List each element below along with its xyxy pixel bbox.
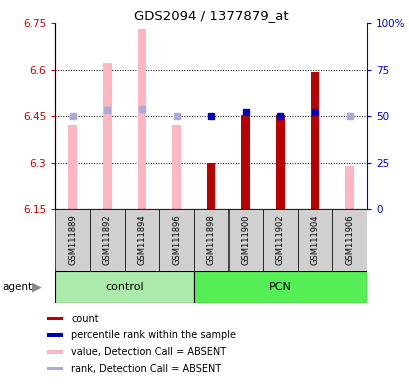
Text: GSM111892: GSM111892 xyxy=(103,215,112,265)
Bar xyxy=(228,209,262,271)
Bar xyxy=(47,367,63,370)
Text: PCN: PCN xyxy=(268,282,291,292)
Bar xyxy=(55,271,193,303)
Bar xyxy=(103,63,111,209)
Bar xyxy=(263,209,297,271)
Text: GSM111902: GSM111902 xyxy=(275,215,284,265)
Text: control: control xyxy=(105,282,144,292)
Text: GSM111906: GSM111906 xyxy=(344,215,353,265)
Bar xyxy=(275,114,284,209)
Bar xyxy=(332,209,366,271)
Bar xyxy=(47,333,63,337)
Bar xyxy=(68,126,77,209)
Bar xyxy=(172,126,180,209)
Text: GSM111898: GSM111898 xyxy=(206,215,215,265)
Text: value, Detection Call = ABSENT: value, Detection Call = ABSENT xyxy=(71,347,226,357)
Bar xyxy=(310,72,319,209)
Bar xyxy=(47,317,63,320)
Text: GSM111894: GSM111894 xyxy=(137,215,146,265)
Text: ▶: ▶ xyxy=(32,281,42,293)
Text: GSM111896: GSM111896 xyxy=(172,215,181,265)
Text: percentile rank within the sample: percentile rank within the sample xyxy=(71,330,236,340)
Bar xyxy=(90,209,124,271)
Bar xyxy=(193,271,366,303)
Text: GSM111889: GSM111889 xyxy=(68,215,77,265)
Bar xyxy=(159,209,193,271)
Bar xyxy=(344,166,353,209)
Bar xyxy=(241,114,249,209)
Bar xyxy=(55,209,90,271)
Bar xyxy=(193,209,228,271)
Text: GSM111904: GSM111904 xyxy=(310,215,319,265)
Text: count: count xyxy=(71,314,99,324)
Bar xyxy=(137,29,146,209)
Text: GSM111900: GSM111900 xyxy=(240,215,249,265)
Bar xyxy=(124,209,159,271)
Text: rank, Detection Call = ABSENT: rank, Detection Call = ABSENT xyxy=(71,364,221,374)
Title: GDS2094 / 1377879_at: GDS2094 / 1377879_at xyxy=(133,9,288,22)
Text: agent: agent xyxy=(2,282,32,292)
Bar xyxy=(207,163,215,209)
Bar xyxy=(297,209,331,271)
Bar xyxy=(47,350,63,354)
